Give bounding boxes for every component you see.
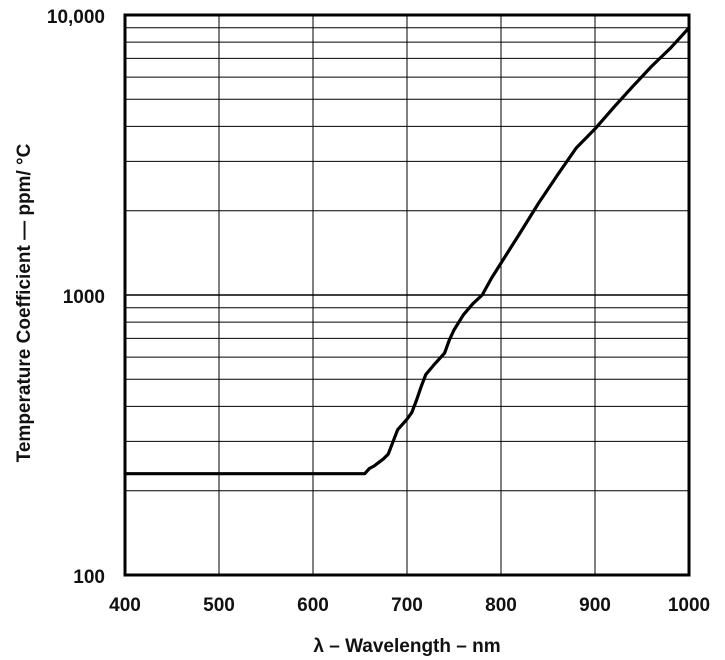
x-axis-label: λ – Wavelength – nm xyxy=(313,636,500,657)
x-tick-label: 700 xyxy=(391,595,423,616)
x-tick-label: 900 xyxy=(579,595,611,616)
series-line xyxy=(123,26,691,476)
y-axis-label: Temperature Coefficient — ppm/ °C xyxy=(14,143,35,462)
y-tick-label: 100 xyxy=(73,567,105,588)
x-tick-label: 500 xyxy=(203,595,235,616)
x-tick-label: 600 xyxy=(297,595,329,616)
y-tick-label: 10,000 xyxy=(47,7,105,28)
x-tick-label: 400 xyxy=(109,595,141,616)
x-tick-labels: 400 500 600 700 800 900 1000 xyxy=(109,595,710,616)
plot-frame xyxy=(123,13,691,577)
y-tick-labels: 100 1000 10,000 xyxy=(47,7,105,588)
grid xyxy=(125,15,689,575)
x-tick-label: 1000 xyxy=(668,595,710,616)
y-tick-label: 1000 xyxy=(63,287,105,308)
x-tick-label: 800 xyxy=(485,595,517,616)
